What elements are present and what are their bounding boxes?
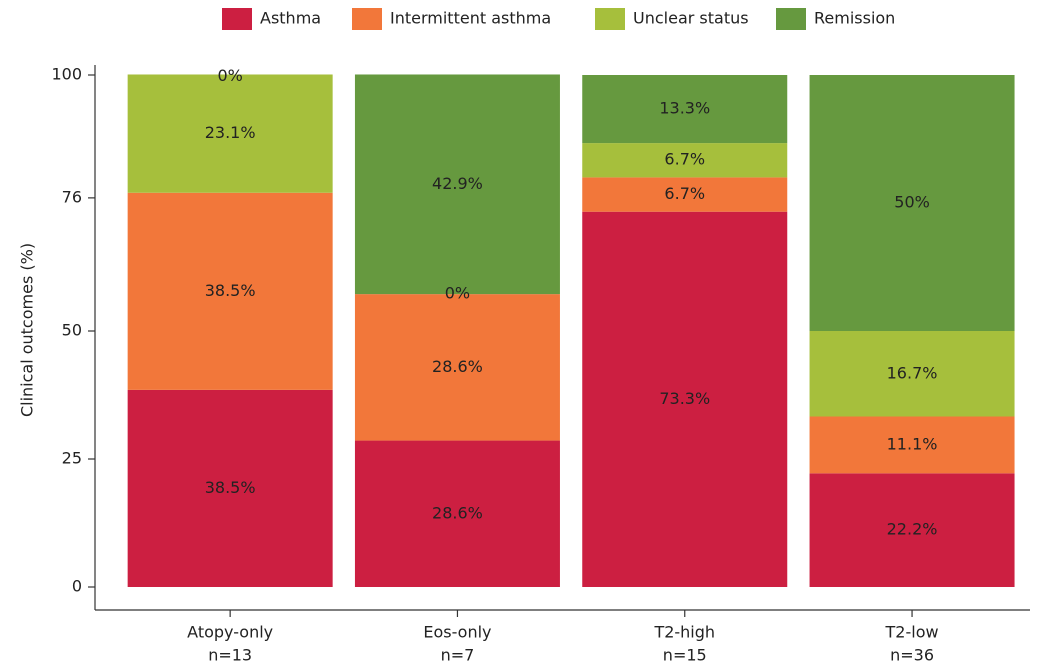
bar-segment (809, 473, 1015, 587)
data-label: 28.6% (432, 503, 483, 522)
sample-size-label: n=36 (890, 646, 934, 665)
data-label: 38.5% (205, 478, 256, 497)
legend-label: Remission (814, 9, 895, 28)
data-label: 6.7% (664, 184, 705, 203)
bar-segment (582, 143, 788, 178)
y-tick-label: 0 (72, 577, 82, 596)
bar-segment (582, 211, 788, 588)
data-label: 0% (217, 66, 242, 85)
sample-size-label: n=15 (663, 646, 707, 665)
bar-segment (809, 416, 1015, 474)
data-label: 28.6% (432, 357, 483, 376)
y-axis-label: Clinical outcomes (%) (18, 243, 37, 417)
y-tick-label: 50 (62, 321, 82, 340)
data-label: 13.3% (659, 99, 710, 118)
sample-size-label: n=13 (208, 646, 252, 665)
legend-swatch (776, 8, 806, 30)
bar-segment (582, 177, 788, 212)
bar-segment (809, 75, 1015, 331)
sample-size-label: n=7 (441, 646, 475, 665)
x-tick-label: Atopy-only (187, 623, 273, 642)
bar-segment (354, 294, 560, 441)
bar-segment (354, 440, 560, 587)
legend-label: Intermittent asthma (390, 9, 551, 28)
legend-label: Asthma (260, 9, 321, 28)
bar-segment (354, 74, 560, 295)
bar-segment (809, 331, 1015, 417)
data-label: 11.1% (887, 434, 938, 453)
data-label: 16.7% (887, 363, 938, 382)
y-tick-label: 100 (51, 65, 82, 84)
data-label: 22.2% (887, 520, 938, 539)
x-tick-label: T2-low (885, 623, 939, 642)
data-label: 42.9% (432, 174, 483, 193)
legend-swatch (595, 8, 625, 30)
data-label: 0% (445, 284, 470, 303)
data-label: 73.3% (659, 389, 710, 408)
data-label: 23.1% (205, 123, 256, 142)
data-label: 6.7% (664, 150, 705, 169)
bar-segment (582, 75, 788, 144)
bar-segment (127, 192, 333, 390)
bar-segment (127, 389, 333, 587)
legend-swatch (222, 8, 252, 30)
legend-label: Unclear status (633, 9, 749, 28)
data-label: 50% (894, 193, 930, 212)
data-label: 38.5% (205, 281, 256, 300)
legend-swatch (352, 8, 382, 30)
bar-segment (127, 74, 333, 193)
x-tick-label: T2-high (653, 623, 715, 642)
y-tick-label: 76 (62, 187, 82, 206)
y-tick-label: 25 (62, 449, 82, 468)
x-tick-label: Eos-only (423, 623, 491, 642)
